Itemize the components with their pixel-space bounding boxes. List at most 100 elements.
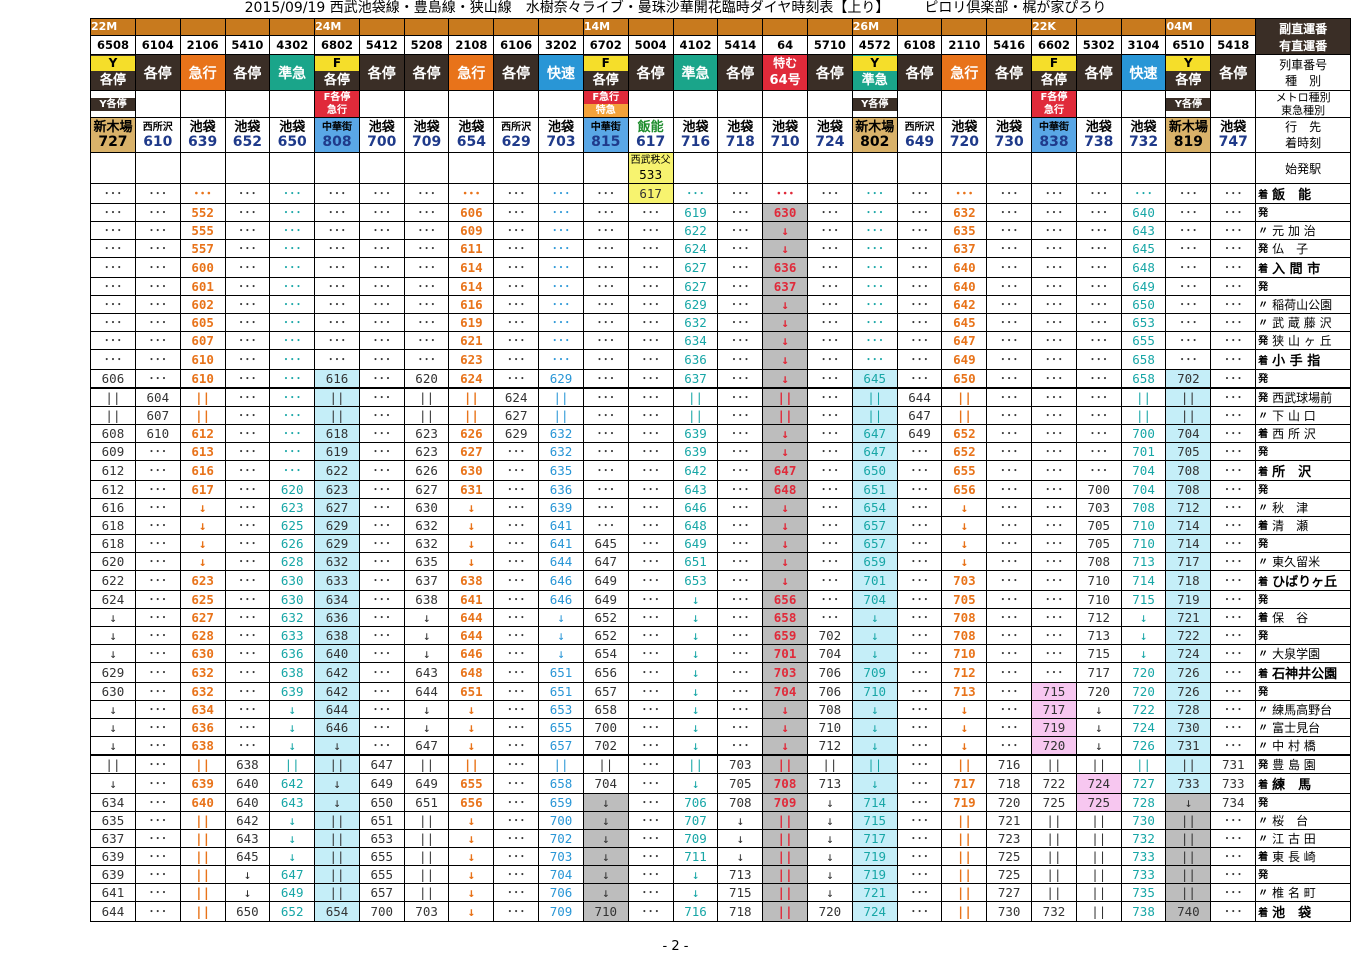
time-cell: ･･･: [896, 865, 943, 884]
time-cell: ･･･: [224, 460, 271, 481]
time-cell: ↓: [672, 736, 719, 756]
time-cell: ･･･: [90, 331, 136, 350]
time-cell: ↓: [538, 626, 584, 645]
metro-tokyu-class: [448, 90, 495, 118]
origin-station: [493, 152, 540, 184]
time-cell: ･･･: [1031, 349, 1077, 370]
time-cell: ･･･: [1210, 387, 1257, 407]
time-cell: 639: [269, 682, 316, 701]
time-cell: ･･･: [582, 239, 629, 258]
time-cell: ･･･: [582, 295, 629, 314]
time-cell: ･･･: [986, 442, 1033, 461]
time-cell: 640: [941, 277, 988, 296]
metro-tokyu-class: [806, 90, 853, 118]
train-class: 各停: [1075, 54, 1122, 91]
destination-name: 池袋: [1130, 120, 1157, 135]
metro-tokyu-class: [538, 90, 584, 118]
time-cell: ･･･: [717, 277, 764, 296]
time-cell: 626: [269, 534, 316, 553]
time-cell: ･･･: [134, 644, 181, 663]
time-cell: ･･･: [1210, 811, 1257, 830]
time-cell: ･･･: [627, 662, 674, 683]
station-name: 保 谷: [1272, 611, 1309, 625]
time-cell: ↓: [672, 590, 719, 609]
side-label-dest: 行 先着時刻: [1255, 117, 1351, 153]
destination-name: 池袋: [413, 120, 440, 135]
operator-code: [269, 18, 316, 36]
time-cell: ･･･: [493, 239, 540, 258]
arrive-depart-mark: 〃: [1258, 318, 1269, 329]
time-cell: ･･･: [269, 406, 316, 425]
time-cell: ･･･: [1031, 277, 1077, 296]
time-cell: ･･･: [806, 480, 853, 499]
metro-tokyu-class: [896, 90, 943, 118]
time-cell: 710: [851, 682, 898, 701]
time-cell: 709: [538, 901, 584, 922]
time-cell: 623: [179, 570, 226, 591]
time-cell: ↓: [179, 516, 226, 535]
time-cell: 640: [179, 793, 226, 812]
time-cell: ･･･: [896, 552, 943, 571]
time-cell: ･･･: [1210, 239, 1257, 258]
time-cell: ･･･: [358, 221, 405, 240]
origin-station: [403, 152, 450, 184]
class-name: 準急: [861, 72, 888, 88]
destination-name: 新木場: [855, 120, 895, 135]
origin-station: [941, 152, 988, 184]
train-number: 6510: [1165, 35, 1212, 55]
time-cell: ･･･: [627, 793, 674, 812]
time-cell: ･･･: [134, 257, 181, 278]
time-cell: 717: [1165, 552, 1212, 571]
time-cell: ･･･: [896, 369, 943, 389]
time-cell: 630: [403, 498, 450, 517]
time-cell: 701: [851, 570, 898, 591]
time-cell: ||: [851, 387, 898, 407]
time-cell: ･･･: [134, 349, 181, 370]
time-cell: ･･･: [627, 847, 674, 866]
time-cell: 644: [314, 700, 360, 719]
time-cell: 632: [269, 608, 316, 627]
train-number: 5004: [627, 35, 674, 55]
time-cell: 724: [1165, 644, 1212, 663]
time-cell: ↓: [269, 700, 316, 719]
class-badge: Y: [853, 55, 897, 71]
time-cell: 627: [493, 406, 540, 425]
time-cell: ･･･: [896, 203, 943, 222]
time-cell: ･･･: [358, 424, 405, 443]
time-cell: ||: [179, 901, 226, 922]
time-cell: 654: [851, 498, 898, 517]
time-cell: ･･･: [493, 480, 540, 499]
time-cell: ･･･: [1075, 203, 1122, 222]
time-cell: ||: [941, 865, 988, 884]
time-cell: 649: [269, 883, 316, 902]
time-cell: ･･･: [269, 203, 316, 222]
time-cell: ･･･: [1210, 829, 1257, 848]
time-cell: ･･･: [1210, 901, 1257, 922]
time-cell: ･･･: [627, 534, 674, 553]
time-cell: ･･･: [582, 424, 629, 443]
time-cell: ･･･: [493, 829, 540, 848]
time-cell: ||: [179, 387, 226, 407]
time-cell: ||: [941, 847, 988, 866]
time-cell: ↓: [717, 811, 764, 830]
time-cell: ↓: [448, 901, 495, 922]
time-cell: ･･･: [224, 349, 271, 370]
time-cell: 650: [358, 793, 405, 812]
station-label: 〃稲荷山公園: [1255, 295, 1351, 314]
time-cell: ･･･: [1031, 257, 1077, 278]
time-cell: ･･･: [627, 829, 674, 848]
time-cell: ･･･: [134, 277, 181, 296]
metro-tokyu-class: [1210, 90, 1257, 118]
time-cell: ･･･: [717, 480, 764, 499]
time-cell: ･･･: [358, 480, 405, 499]
time-cell: ･･･: [1210, 626, 1257, 645]
station-label: 発仏 子: [1255, 239, 1351, 258]
destination: 西所沢 629: [493, 117, 540, 153]
time-cell: ･･･: [90, 221, 136, 240]
time-cell: ･･･: [851, 239, 898, 258]
time-cell: ･･･: [1210, 516, 1257, 535]
time-cell: 630: [90, 682, 136, 701]
time-cell: ↓: [448, 700, 495, 719]
time-cell: ･･･: [717, 700, 764, 719]
time-cell: 647: [762, 460, 808, 481]
